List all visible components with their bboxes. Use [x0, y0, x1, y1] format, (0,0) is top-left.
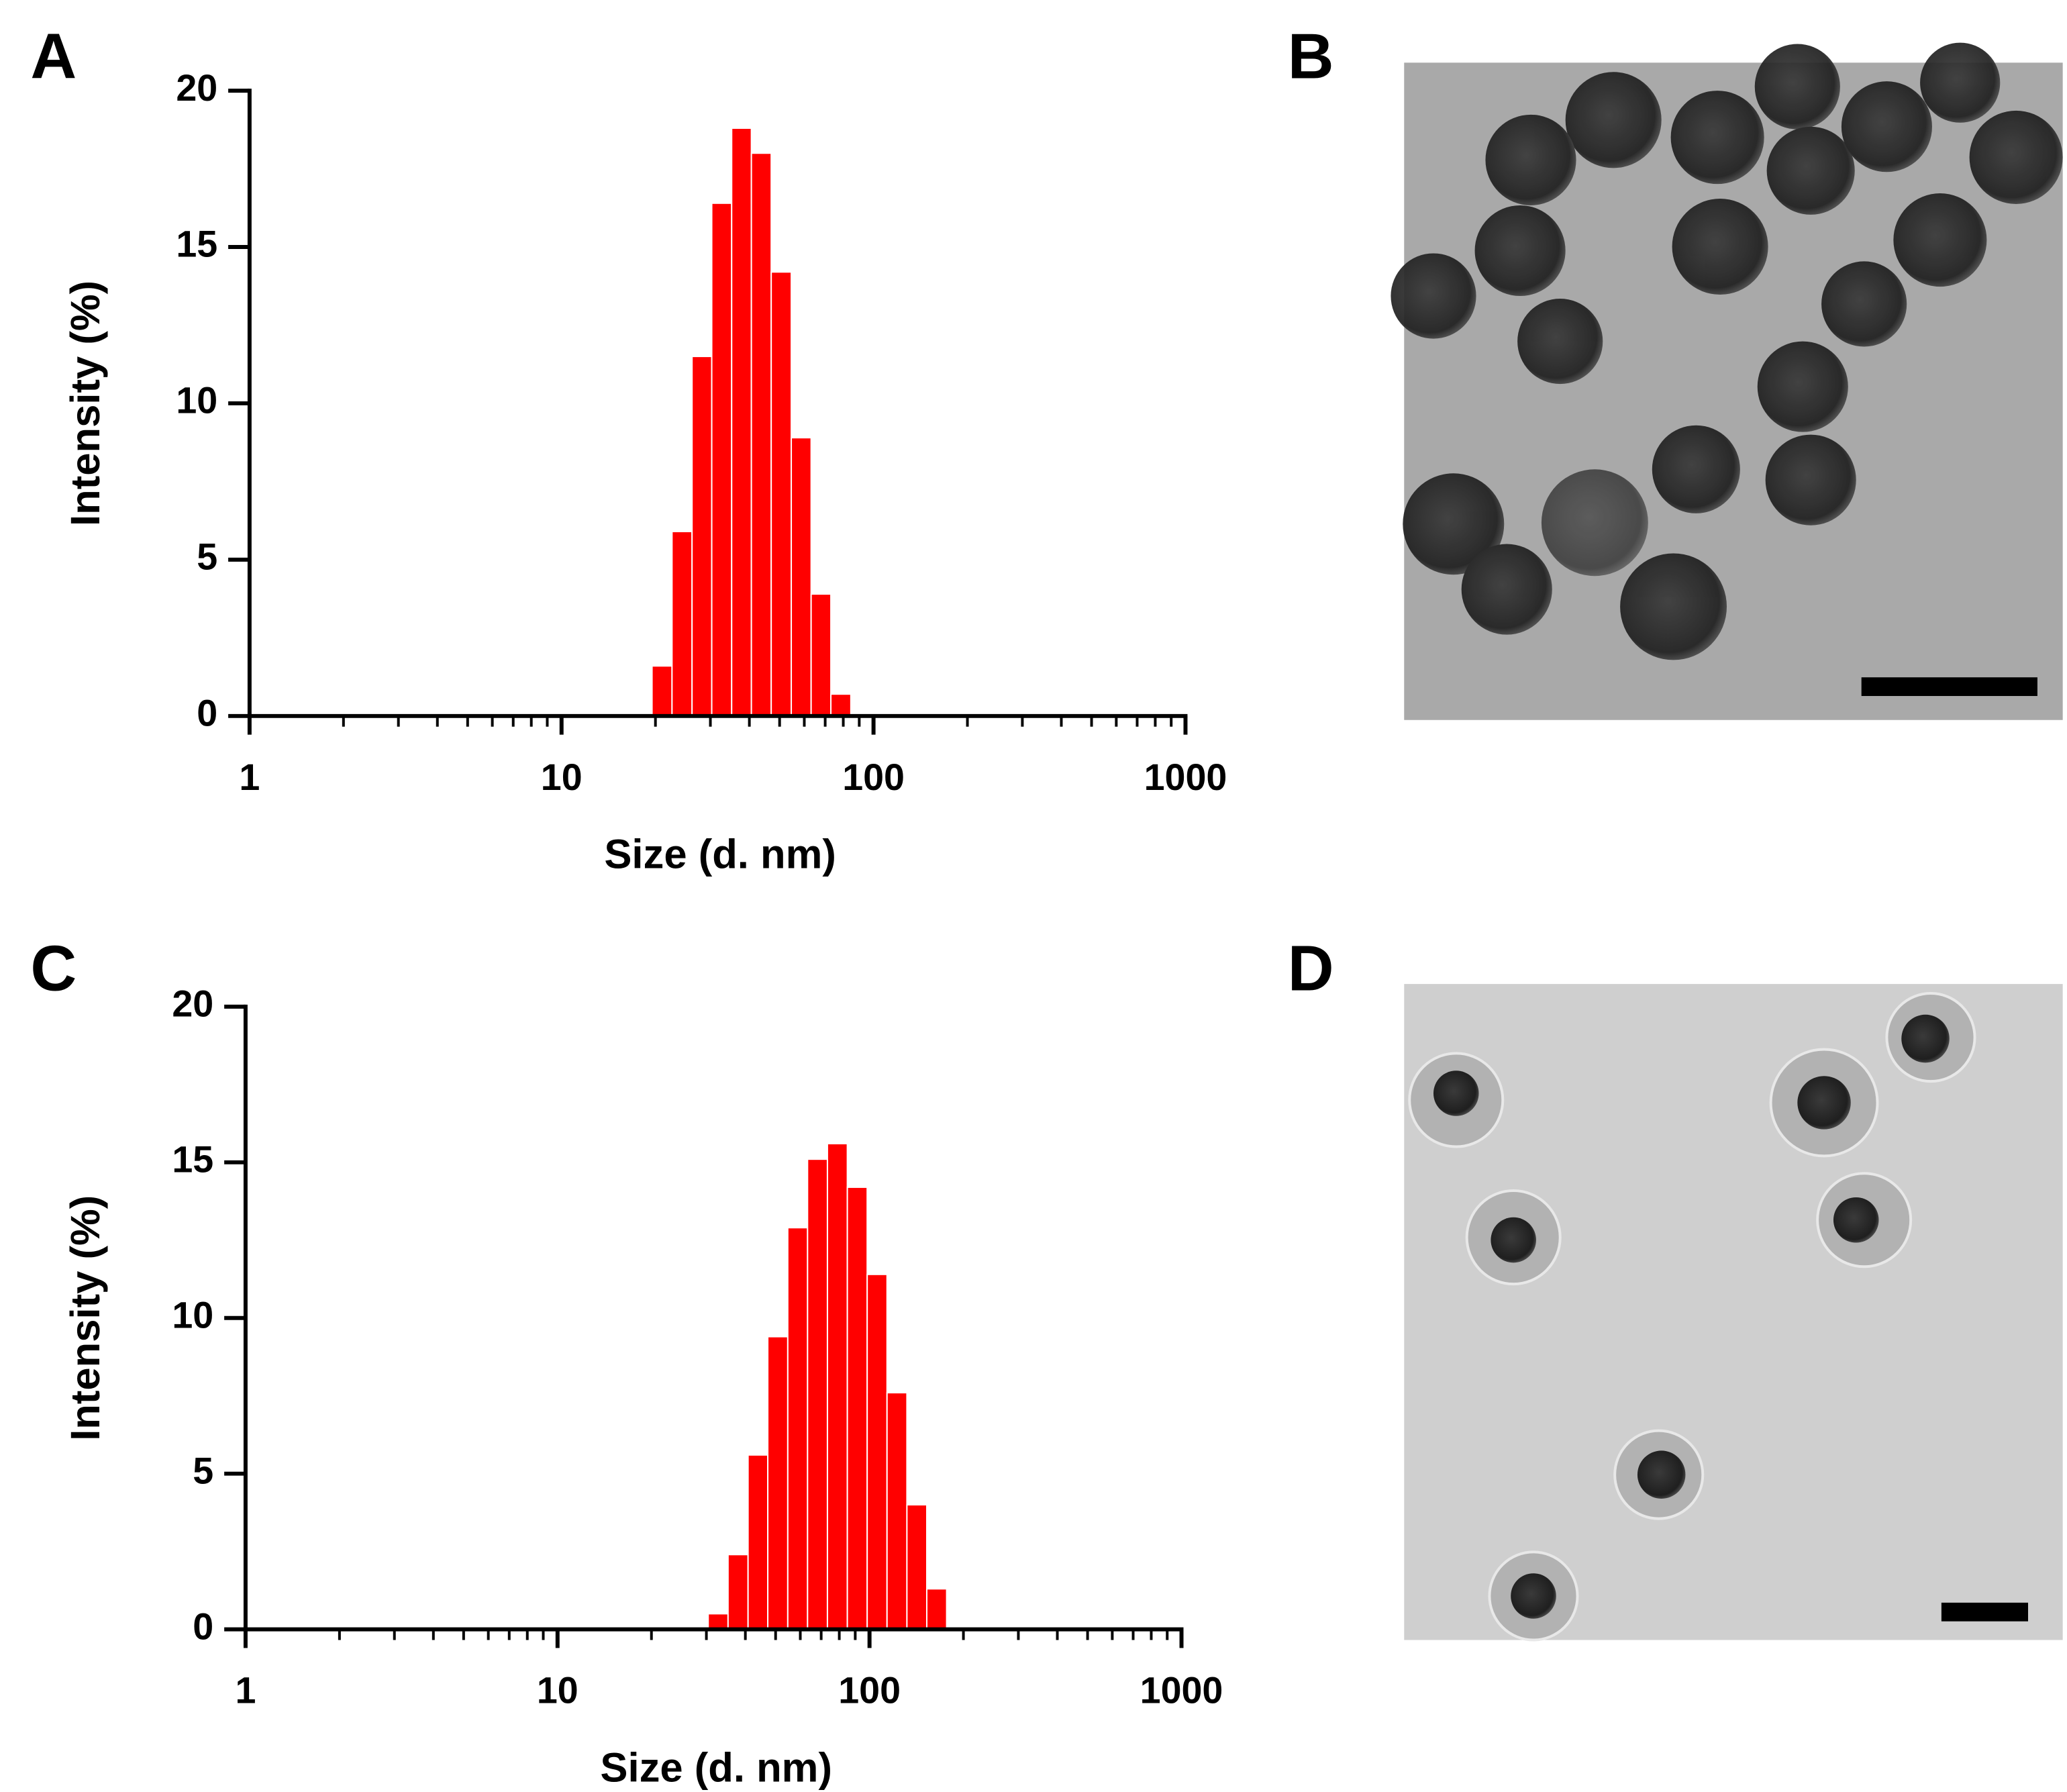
bar [727, 1554, 749, 1630]
bar [830, 693, 852, 717]
bar [750, 152, 772, 717]
x-tick-label: 1000 [1140, 1670, 1223, 1711]
bar [807, 1158, 828, 1630]
bar [826, 1142, 848, 1630]
x-tick-label: 100 [838, 1670, 901, 1711]
panel-label: C [30, 933, 77, 1004]
x-tick-label: 10 [541, 756, 583, 798]
y-tick-label: 15 [172, 1139, 213, 1181]
bar [767, 1336, 789, 1630]
panel-label: B [1288, 21, 1334, 93]
y-axis-label: Intensity (%) [62, 1195, 109, 1441]
bar [925, 1588, 948, 1630]
x-tick-label: 100 [842, 756, 905, 798]
y-tick-label: 20 [172, 983, 213, 1025]
y-tick-label: 20 [176, 67, 217, 109]
bar [671, 530, 693, 717]
bar [906, 1504, 927, 1630]
tem-image-d [1404, 984, 2063, 1642]
tem-image-b [1391, 42, 2063, 720]
x-tick-label: 1 [239, 756, 260, 798]
x-tick-label: 1000 [1144, 756, 1227, 798]
bar [747, 1454, 769, 1630]
bar [711, 202, 733, 717]
y-tick-label: 5 [197, 536, 217, 578]
y-tick-label: 15 [176, 223, 217, 265]
panel-label: A [30, 21, 77, 93]
bar [810, 593, 832, 717]
bar [886, 1392, 908, 1630]
y-tick-label: 0 [193, 1605, 213, 1647]
bar [651, 665, 673, 717]
bar [691, 356, 713, 717]
bar [791, 437, 812, 717]
bar [707, 1613, 729, 1630]
panel-label: D [1288, 933, 1334, 1004]
x-axis-label: Size (d. nm) [604, 832, 836, 878]
y-axis-label: Intensity (%) [62, 281, 109, 526]
y-tick-label: 10 [176, 380, 217, 421]
bar [866, 1273, 888, 1630]
bar [770, 271, 793, 717]
x-axis-label: Size (d. nm) [600, 1744, 832, 1791]
x-tick-label: 1 [235, 1670, 256, 1711]
bar [731, 127, 752, 717]
y-tick-label: 0 [197, 692, 217, 734]
y-tick-label: 10 [172, 1294, 213, 1336]
x-tick-label: 10 [537, 1670, 578, 1711]
bar [846, 1186, 868, 1630]
bar [787, 1227, 809, 1630]
y-tick-label: 5 [193, 1450, 213, 1491]
